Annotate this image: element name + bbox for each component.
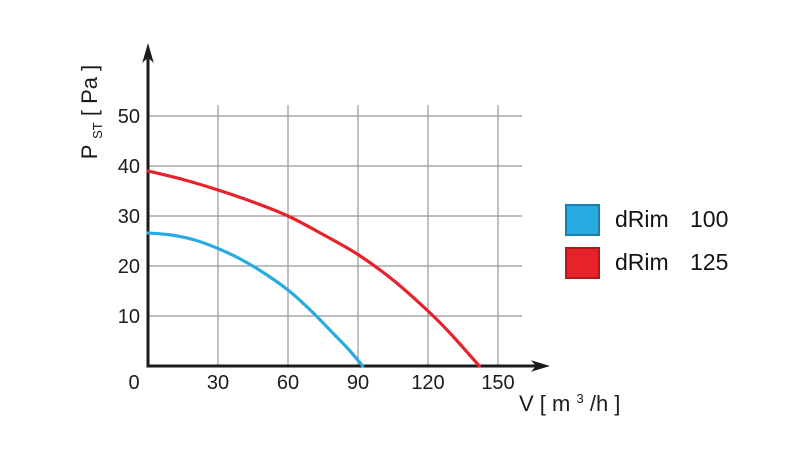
legend: dRim 100 dRim 125 xyxy=(565,203,728,289)
legend-item-drim-100: dRim 100 xyxy=(565,203,728,236)
legend-item-drim-125: dRim 125 xyxy=(565,246,728,279)
legend-model-label: dRim xyxy=(615,249,669,275)
legend-size-label: 125 xyxy=(690,249,729,275)
x-tick-label: 30 xyxy=(207,372,229,394)
grid-layer xyxy=(148,105,522,366)
x-axis-arrow-icon xyxy=(531,360,550,372)
y-axis-title-subscript: ST xyxy=(90,122,105,139)
drim-125-color-swatch xyxy=(565,246,600,279)
y-axis-title-main: P xyxy=(77,145,102,159)
x-tick-label: 90 xyxy=(347,372,369,394)
x-tick-label: 150 xyxy=(481,372,514,394)
drim-100-color-swatch xyxy=(565,203,600,236)
y-tick-label: 20 xyxy=(118,256,140,278)
y-tick-label: 10 xyxy=(118,306,140,328)
y-tick-label: 50 xyxy=(118,106,140,128)
x-axis-title-units: /h ] xyxy=(590,391,621,416)
y-axis-arrow-icon xyxy=(142,43,154,63)
origin-tick-label: 0 xyxy=(128,372,139,394)
curve-drim-100 xyxy=(146,231,365,368)
legend-size-label: 100 xyxy=(690,206,729,232)
x-axis-title-superscript: 3 xyxy=(576,391,583,406)
curves-layer xyxy=(146,169,481,368)
ticks-layer: 0 30 60 90 120 150 10 20 30 40 50 xyxy=(118,106,515,394)
y-axis-title-units: [ Pa ] xyxy=(77,65,102,116)
x-tick-label: 60 xyxy=(277,372,299,394)
axes-layer xyxy=(142,43,550,372)
x-tick-label: 120 xyxy=(411,372,444,394)
x-axis-title-main: V [ m xyxy=(519,391,570,416)
x-axis-title: V [ m 3 /h ] xyxy=(519,383,620,416)
y-tick-label: 30 xyxy=(118,206,140,228)
legend-model-label: dRim xyxy=(615,206,669,232)
y-tick-label: 40 xyxy=(118,156,140,178)
y-axis-title: P ST [ Pa ] xyxy=(77,65,107,160)
curve-drim-125 xyxy=(146,169,481,368)
